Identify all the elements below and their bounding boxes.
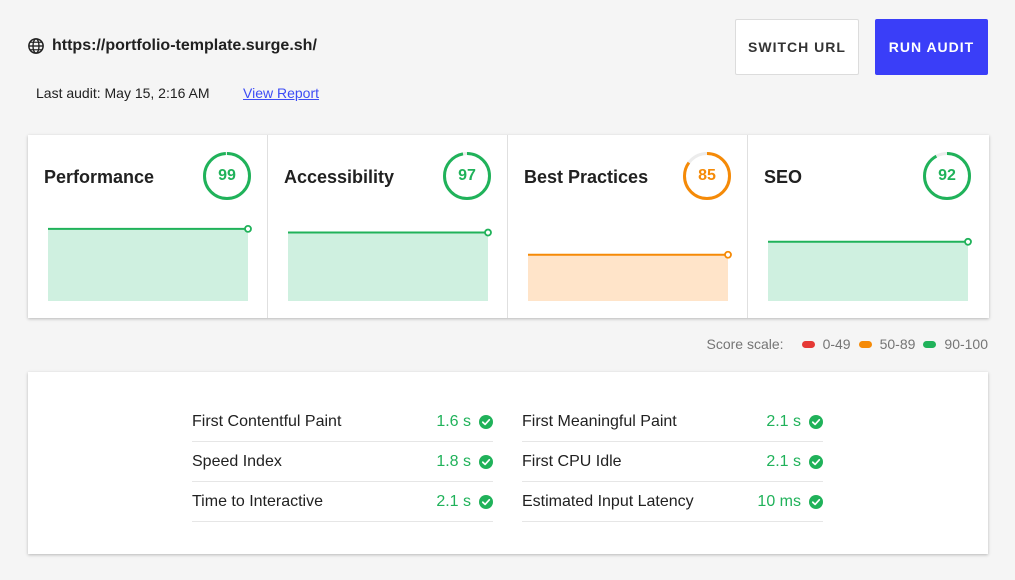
metric-label: First Meaningful Paint bbox=[522, 412, 677, 430]
score-gauge bbox=[683, 152, 731, 200]
gauge-arc bbox=[923, 152, 971, 200]
check-circle-icon bbox=[809, 414, 823, 429]
score-gauge bbox=[443, 152, 491, 200]
gauge-arc bbox=[683, 152, 731, 200]
score-history-chart bbox=[528, 250, 732, 301]
card-accessibility[interactable]: Accessibility 97 bbox=[268, 135, 508, 318]
metric-value: 2.1 s bbox=[436, 492, 471, 510]
history-area bbox=[288, 232, 488, 301]
scale-dot-red bbox=[801, 340, 815, 348]
metric-row: First CPU Idle 2.1 s bbox=[522, 442, 823, 482]
view-report-link[interactable]: View Report bbox=[243, 85, 320, 101]
scale-range: 90-100 bbox=[944, 336, 988, 352]
score-value: 97 bbox=[458, 167, 476, 184]
metric-value: 2.1 s bbox=[766, 452, 801, 470]
metric-value-wrap: 2.1 s bbox=[766, 453, 823, 471]
card-seo[interactable]: SEO 92 bbox=[748, 135, 989, 318]
metrics-panel: First Contentful Paint 1.6 s Speed Index… bbox=[28, 372, 988, 554]
score-scale-label: Score scale: bbox=[706, 336, 784, 352]
history-point bbox=[484, 228, 492, 237]
score-gauge bbox=[203, 152, 251, 200]
metric-value: 1.8 s bbox=[436, 452, 471, 470]
score-history-chart bbox=[48, 224, 252, 301]
history-point bbox=[964, 237, 972, 246]
score-cards: Performance 99 Accessibility 97 Best Pra… bbox=[28, 135, 989, 318]
metric-value: 10 ms bbox=[757, 492, 801, 510]
scale-dot-orange bbox=[858, 340, 872, 348]
history-point bbox=[244, 224, 252, 233]
globe-icon bbox=[28, 38, 44, 54]
gauge-arc bbox=[443, 152, 491, 200]
scale-item-high: 90-100 bbox=[923, 336, 988, 352]
history-point bbox=[724, 250, 732, 259]
score-value: 99 bbox=[218, 167, 236, 184]
card-title: Accessibility bbox=[284, 167, 395, 187]
switch-url-button[interactable]: SWITCH URL bbox=[735, 19, 859, 75]
score-scale-legend: Score scale: 0-49 50-89 90-100 bbox=[707, 336, 988, 352]
card-title: SEO bbox=[764, 167, 803, 187]
last-audit-text: Last audit: May 15, 2:16 AM bbox=[36, 85, 210, 101]
metric-value-wrap: 2.1 s bbox=[436, 493, 493, 511]
metric-row: Time to Interactive 2.1 s bbox=[192, 482, 493, 522]
scale-item-low: 0-49 bbox=[801, 336, 851, 352]
metric-label: First Contentful Paint bbox=[192, 412, 342, 430]
card-title: Performance bbox=[44, 167, 155, 187]
score-value: 85 bbox=[698, 167, 716, 184]
scale-dot-green bbox=[923, 340, 937, 348]
metric-label: Time to Interactive bbox=[192, 492, 324, 510]
metric-label: First CPU Idle bbox=[522, 452, 622, 470]
history-area bbox=[48, 228, 248, 301]
gauge-arc bbox=[203, 152, 251, 200]
metric-value: 1.6 s bbox=[436, 412, 471, 430]
metric-label: Speed Index bbox=[192, 452, 282, 470]
score-history-chart bbox=[768, 237, 972, 301]
site-url: https://portfolio-template.surge.sh/ bbox=[52, 37, 317, 54]
metric-value-wrap: 1.8 s bbox=[436, 453, 493, 471]
metrics-column-left: First Contentful Paint 1.6 s Speed Index… bbox=[192, 402, 493, 522]
metric-value-wrap: 10 ms bbox=[757, 493, 823, 511]
metrics-column-right: First Meaningful Paint 2.1 s First CPU I… bbox=[522, 402, 823, 522]
metric-label: Estimated Input Latency bbox=[522, 492, 694, 510]
metric-row: Estimated Input Latency 10 ms bbox=[522, 482, 823, 522]
run-audit-button[interactable]: RUN AUDIT bbox=[875, 19, 988, 75]
metric-row: First Contentful Paint 1.6 s bbox=[192, 402, 493, 442]
card-performance[interactable]: Performance 99 bbox=[28, 135, 268, 318]
scale-range: 50-89 bbox=[879, 336, 916, 352]
score-history-chart bbox=[288, 228, 492, 301]
card-title: Best Practices bbox=[524, 167, 649, 187]
card-best-practices[interactable]: Best Practices 85 bbox=[508, 135, 748, 318]
check-circle-icon bbox=[809, 454, 823, 469]
metric-row: Speed Index 1.8 s bbox=[192, 442, 493, 482]
score-gauge bbox=[923, 152, 971, 200]
metric-value-wrap: 2.1 s bbox=[766, 413, 823, 431]
url-row: https://portfolio-template.surge.sh/ bbox=[27, 37, 317, 55]
history-area bbox=[768, 241, 968, 301]
check-circle-icon bbox=[809, 494, 823, 509]
metric-value: 2.1 s bbox=[766, 412, 801, 430]
check-circle-icon bbox=[479, 454, 493, 469]
check-circle-icon bbox=[479, 494, 493, 509]
metric-row: First Meaningful Paint 2.1 s bbox=[522, 402, 823, 442]
scale-range: 0-49 bbox=[822, 336, 851, 352]
check-circle-icon bbox=[479, 414, 493, 429]
score-value: 92 bbox=[938, 167, 956, 184]
scale-item-mid: 50-89 bbox=[858, 336, 916, 352]
history-area bbox=[528, 254, 728, 301]
metric-value-wrap: 1.6 s bbox=[436, 413, 493, 431]
